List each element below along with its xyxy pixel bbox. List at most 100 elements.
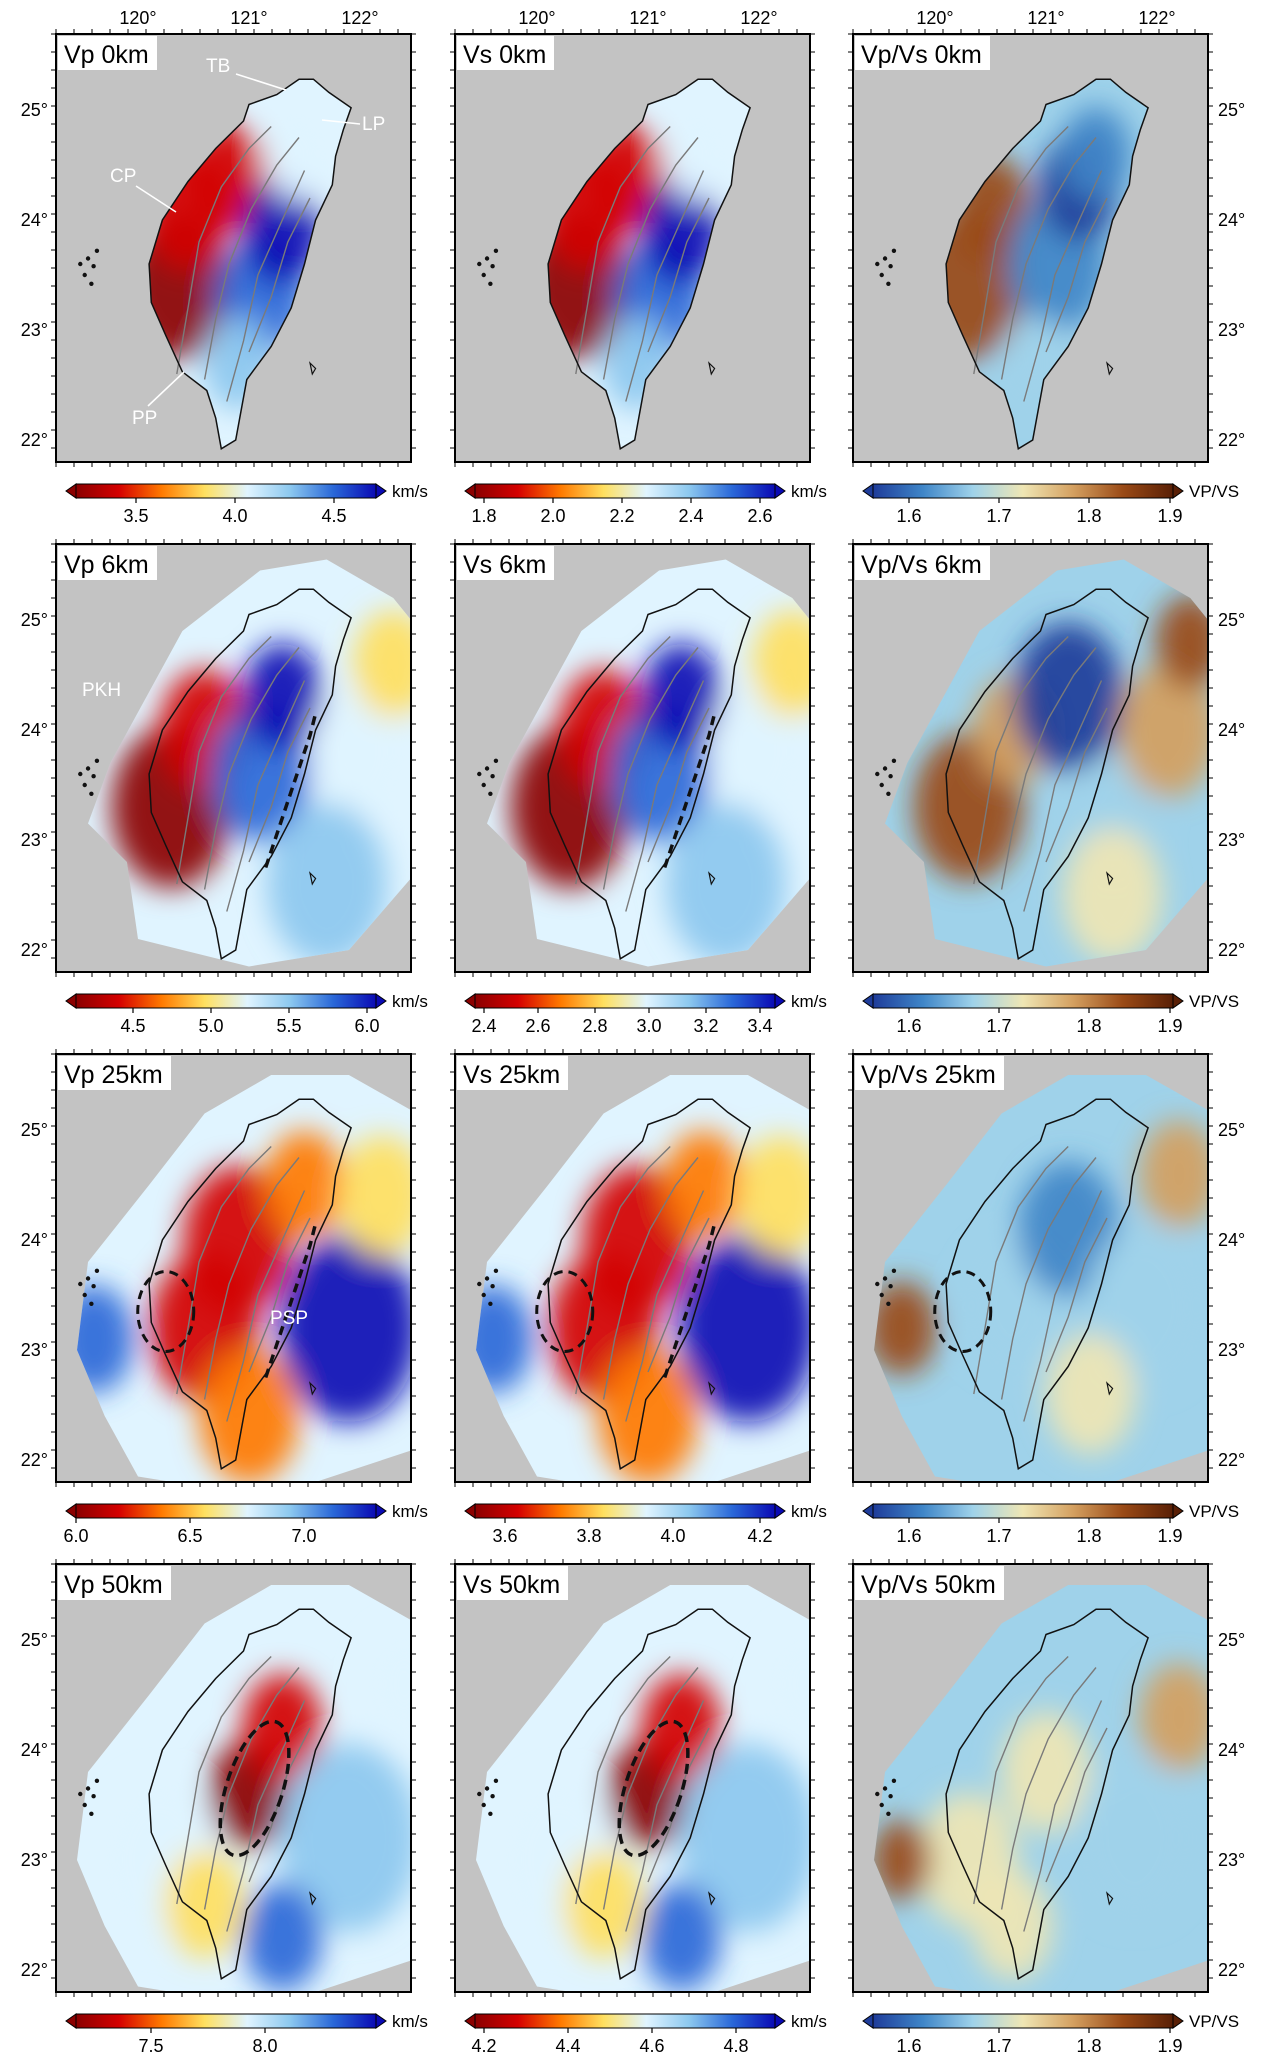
colorbar-low-arrow bbox=[65, 483, 77, 499]
latitude-label-left: 24° bbox=[21, 210, 48, 230]
label-cp-leader bbox=[135, 185, 177, 213]
colorbar-tick-label: 2.6 bbox=[525, 1016, 550, 1036]
colorbar-low-arrow bbox=[862, 1503, 874, 1519]
colorbar-tick-label: 3.4 bbox=[747, 1016, 772, 1036]
coastline bbox=[945, 588, 1149, 961]
island-dot bbox=[882, 766, 888, 771]
colorbar: 1.8 2.0 2.2 2.4 2.6 km/s bbox=[464, 482, 827, 526]
velocity-field bbox=[88, 559, 411, 967]
anomaly-blob bbox=[1074, 1757, 1195, 1919]
island-dot bbox=[481, 1802, 486, 1808]
colorbar-tick-label: 1.8 bbox=[1076, 1016, 1101, 1036]
colorbar-unit: VP/VS bbox=[1189, 482, 1239, 501]
island-dot bbox=[481, 782, 486, 788]
colorbar-tick-label: 1.9 bbox=[1157, 1016, 1182, 1036]
colorbar-high-arrow bbox=[774, 2013, 786, 2029]
map-frame bbox=[852, 1563, 1209, 1993]
colorbar-tick-label: 7.0 bbox=[291, 1526, 316, 1546]
colorbar-tick-label: 6.0 bbox=[354, 1016, 379, 1036]
anomaly-blob bbox=[709, 684, 809, 820]
colorbar-high-arrow bbox=[1172, 993, 1184, 1009]
map-frame bbox=[55, 1053, 412, 1483]
label-lp-leader bbox=[321, 119, 361, 125]
colorbar-high-arrow bbox=[1172, 2013, 1184, 2029]
geologic-contour bbox=[226, 1190, 306, 1422]
latitude-label-left: 23° bbox=[21, 1850, 48, 1870]
colorbar: 7.5 8.0 km/s bbox=[65, 2012, 428, 2056]
island-dot bbox=[477, 1281, 482, 1287]
panel-title: Vp/Vs 25km bbox=[861, 1061, 996, 1089]
map-panel-1-2: Vp/Vs 6km 1.6 1.7 1.8 1.9 VP/VS bbox=[848, 539, 1239, 1036]
geologic-contour bbox=[226, 1700, 306, 1932]
map-frame bbox=[852, 543, 1209, 973]
map-panel-0-0: Vp 0km 3.5 4.0 4.5 km/s bbox=[51, 29, 428, 526]
latitude-label-left: 24° bbox=[21, 1740, 48, 1760]
label-pkh: PKH bbox=[82, 680, 121, 701]
island-dot bbox=[875, 1281, 880, 1287]
colorbar-tick-label: 1.8 bbox=[471, 506, 496, 526]
colorbar-gradient bbox=[75, 2013, 377, 2029]
colorbar-gradient bbox=[75, 1503, 377, 1519]
colorbar: 1.6 1.7 1.8 1.9 VP/VS bbox=[862, 2012, 1239, 2056]
colorbar-tick-label: 1.7 bbox=[986, 506, 1011, 526]
panel-title-box bbox=[58, 1566, 171, 1600]
geologic-contour bbox=[647, 1217, 710, 1373]
green-island bbox=[309, 361, 317, 376]
island-dot bbox=[484, 256, 490, 261]
colorbar-low-arrow bbox=[464, 483, 476, 499]
colorbar-tick-label: 6.0 bbox=[63, 1526, 88, 1546]
latitude-label-right: 23° bbox=[1218, 320, 1245, 340]
colorbar-low-arrow bbox=[464, 993, 476, 1009]
colorbar-tick-label: 8.0 bbox=[252, 2036, 277, 2056]
colorbar: 6.0 6.5 7.0 km/s bbox=[63, 1502, 427, 1546]
anomaly-blob bbox=[1139, 1663, 1208, 1771]
colorbar-tick-label: 3.0 bbox=[636, 1016, 661, 1036]
map-panel-1-1: Vs 6km 2.4 2.6 2.8 3.0 3.2 3.4 km/s bbox=[450, 539, 827, 1036]
colorbar-unit: VP/VS bbox=[1189, 1502, 1239, 1521]
anomaly-blob bbox=[1018, 1161, 1119, 1297]
island-dot bbox=[94, 248, 100, 253]
colorbar-unit: km/s bbox=[791, 1502, 827, 1521]
anomaly-blob bbox=[364, 1630, 411, 1738]
geologic-contour bbox=[1000, 1667, 1097, 1910]
geologic-contour bbox=[973, 636, 1069, 885]
map-panel-2-1: Vs 25km 3.6 3.8 4.0 4.2 km/s bbox=[450, 1049, 827, 1546]
map-panel-3-2: Vp/Vs 50km 1.6 1.7 1.8 1.9 VP/VS bbox=[848, 1559, 1239, 2056]
anomaly-blob bbox=[1062, 827, 1163, 963]
geologic-contour bbox=[625, 680, 705, 912]
colorbar-low-arrow bbox=[862, 483, 874, 499]
anomaly-blob bbox=[1060, 106, 1131, 202]
colorbar-tick-label: 1.9 bbox=[1157, 2036, 1182, 2056]
anomaly-blob bbox=[662, 106, 733, 202]
island-dot bbox=[94, 758, 100, 763]
map-frame bbox=[852, 1053, 1209, 1483]
map-panel-2-0: Vp 25km 6.0 6.5 7.0 km/s bbox=[51, 1049, 428, 1546]
colorbar-tick-label: 1.9 bbox=[1157, 1526, 1182, 1546]
geologic-contour bbox=[176, 1656, 272, 1905]
island-dot bbox=[477, 771, 482, 777]
colorbar-low-arrow bbox=[65, 993, 77, 1009]
colorbar-tick-label: 3.8 bbox=[576, 1526, 601, 1546]
colorbar-tick-label: 4.6 bbox=[639, 2036, 664, 2056]
colorbar-tick-label: 2.6 bbox=[747, 506, 772, 526]
longitude-label: 121° bbox=[629, 8, 666, 28]
anomaly-blob bbox=[278, 1233, 411, 1423]
island-dot bbox=[888, 1284, 893, 1289]
colorbar-tick-label: 4.2 bbox=[471, 2036, 496, 2056]
green-island bbox=[708, 1381, 716, 1396]
colorbar-low-arrow bbox=[65, 1503, 77, 1519]
label-lp: LP bbox=[362, 114, 385, 135]
island-dot bbox=[886, 1811, 891, 1816]
anomaly-blob bbox=[641, 1674, 722, 1782]
geologic-contour bbox=[973, 126, 1069, 375]
island-dot bbox=[78, 1791, 83, 1797]
anomaly-blob bbox=[77, 1285, 134, 1393]
suture-dashed-line bbox=[663, 713, 717, 869]
dashed-ellipse-central bbox=[218, 1719, 291, 1858]
colorbar: 4.2 4.4 4.6 4.8 km/s bbox=[464, 2012, 827, 2056]
longitude-label: 122° bbox=[1138, 8, 1175, 28]
panel-title-box bbox=[457, 1056, 568, 1090]
geologic-contour bbox=[203, 647, 300, 890]
map-frame bbox=[55, 33, 412, 463]
anomaly-blob bbox=[677, 1233, 810, 1423]
